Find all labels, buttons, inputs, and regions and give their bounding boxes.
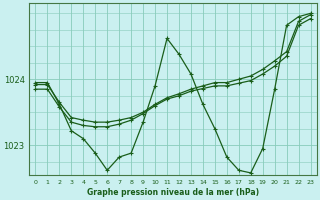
X-axis label: Graphe pression niveau de la mer (hPa): Graphe pression niveau de la mer (hPa) — [87, 188, 259, 197]
